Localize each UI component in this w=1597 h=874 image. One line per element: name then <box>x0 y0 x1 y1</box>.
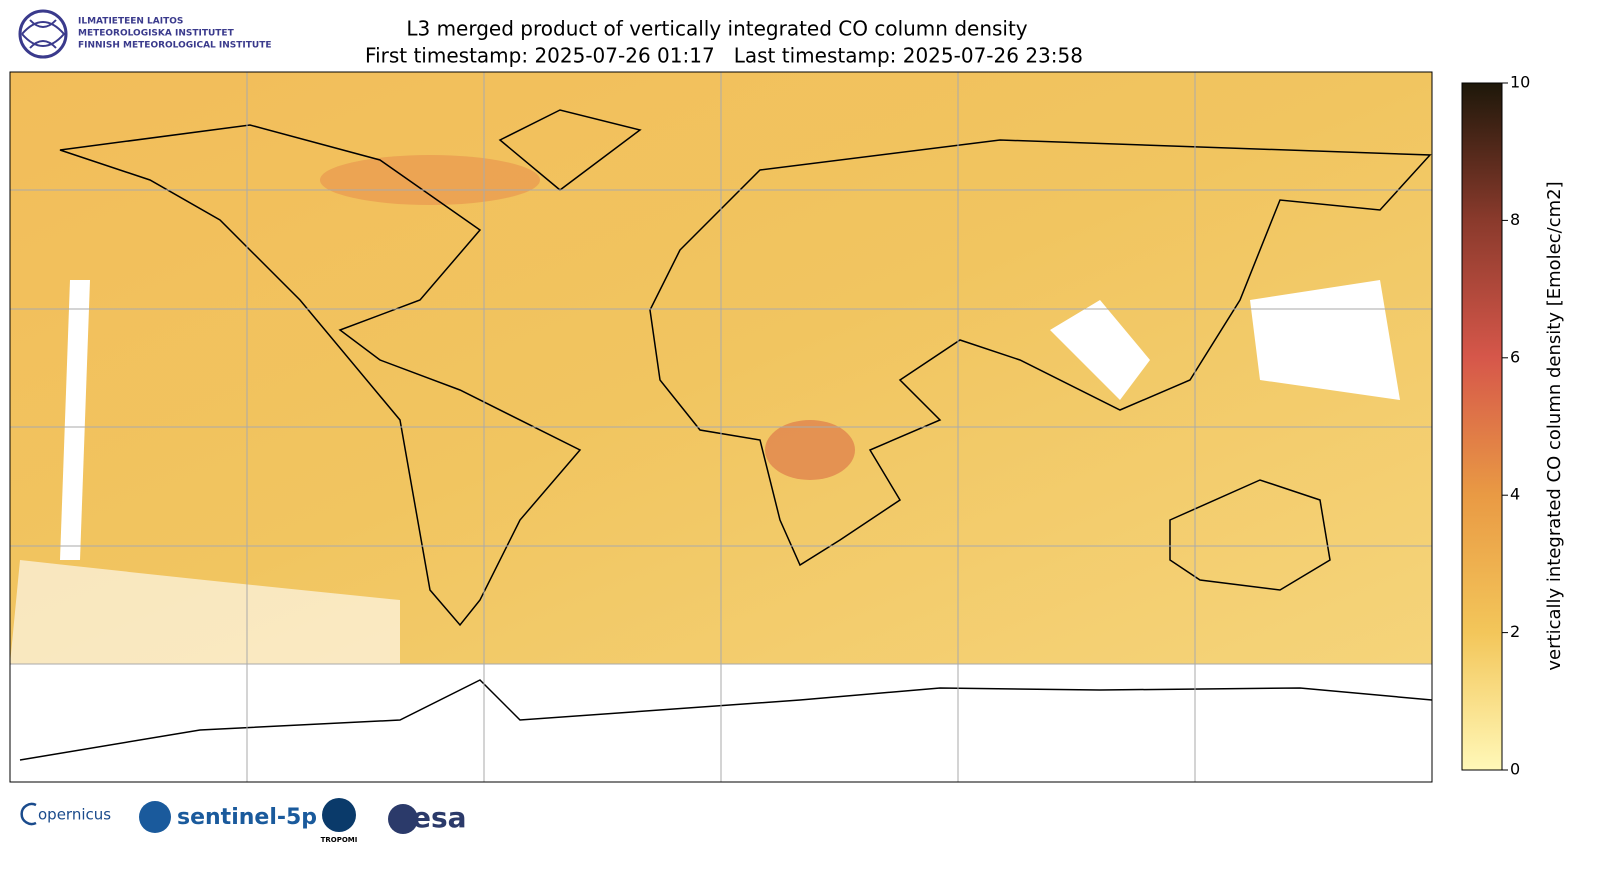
institute-name: METEOROLOGISKA INSTITUTET <box>78 29 235 39</box>
colorbar-tick-label: 4 <box>1510 485 1520 504</box>
colorbar-label: vertically integrated CO column density … <box>1544 181 1565 670</box>
colorbar-tick-label: 6 <box>1510 347 1520 366</box>
map <box>9 71 1433 783</box>
institute-name: FINNISH METEOROLOGICAL INSTITUTE <box>78 41 272 51</box>
colorbar: 0 2 4 6 8 10 <box>1461 73 1530 779</box>
copernicus-text: opernicus <box>38 806 111 824</box>
subtitle: First timestamp: 2025-07-26 01:17 Last t… <box>365 44 1083 68</box>
esa-logo <box>388 804 418 834</box>
esa-text: esa <box>412 801 467 834</box>
fmi-logo <box>18 9 68 59</box>
institute-name: ILMATIETEEN LAITOS <box>78 17 183 27</box>
sentinel-text: sentinel-5p <box>177 805 317 830</box>
colorbar-tick-label: 8 <box>1510 210 1520 229</box>
colorbar-tick-label: 0 <box>1510 760 1520 779</box>
colorbar-tick-label: 10 <box>1510 73 1530 92</box>
colorbar-tick-label: 2 <box>1510 622 1520 641</box>
tropomi-text: TROPOMI <box>321 836 358 844</box>
sentinel-logo <box>139 801 171 833</box>
tropomi-logo <box>322 798 356 832</box>
title: L3 merged product of vertically integrat… <box>406 17 1027 41</box>
copernicus-logo <box>20 802 37 826</box>
